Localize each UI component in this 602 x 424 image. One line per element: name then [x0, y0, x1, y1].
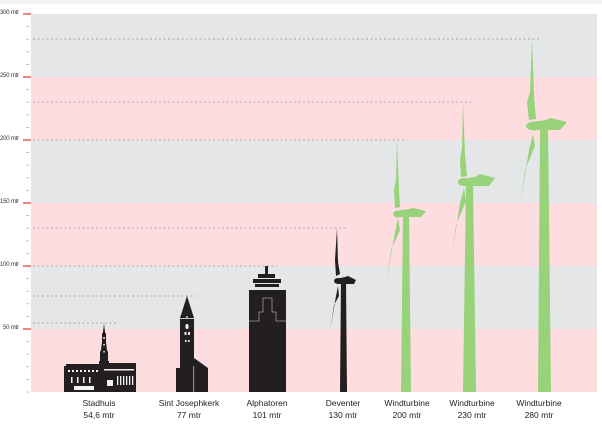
deventer-turbine-shape — [330, 228, 356, 392]
stadhuis-windows — [68, 337, 134, 390]
label-windturbine-280: Windturbine 280 mtr — [494, 397, 584, 421]
label-deventer: Deventer 130 mtr — [298, 397, 388, 421]
item-height: 230 mtr — [457, 410, 487, 420]
reference-lines — [33, 38, 540, 324]
label-alphatoren: Alphatoren 101 mtr — [222, 397, 312, 421]
item-name: Deventer — [325, 398, 361, 408]
item-height: 54,6 mtr — [83, 410, 115, 420]
item-height: 200 mtr — [392, 410, 422, 420]
background-bands — [31, 14, 597, 392]
alphatoren-shape — [249, 266, 286, 392]
label-stadhuis: Stadhuis 54,6 mtr — [54, 397, 144, 421]
y-axis-ticks — [23, 13, 31, 393]
label-windturbine-200: Windturbine 200 mtr — [362, 397, 452, 421]
windturbine-230-shape — [452, 102, 495, 392]
top-border — [0, 0, 602, 4]
y-label-100: 100 mtr — [0, 262, 19, 268]
y-label-250: 250 mtr — [0, 73, 19, 79]
sint-josephkerk-shape — [176, 296, 208, 392]
windturbine-280-shape — [520, 39, 567, 392]
item-height: 101 mtr — [252, 410, 282, 420]
item-height: 130 mtr — [328, 410, 358, 420]
sint-josephkerk-windows — [179, 316, 195, 392]
alphatoren-detail — [249, 297, 286, 322]
item-name: Sint Josephkerk — [158, 398, 220, 408]
item-name: Windturbine — [449, 398, 495, 408]
y-label-300: 300 mtr — [0, 10, 19, 16]
windturbine-200-shape — [386, 140, 426, 392]
y-label-50: 50 mtr — [3, 325, 19, 331]
y-label-200: 200 mtr — [0, 136, 19, 142]
item-height: 280 mtr — [524, 410, 554, 420]
label-windturbine-230: Windturbine 230 mtr — [427, 397, 517, 421]
item-height: 77 mtr — [176, 410, 202, 420]
y-label-150: 150 mtr — [0, 199, 19, 205]
item-name: Windturbine — [384, 398, 430, 408]
item-name: Alphatoren — [246, 398, 288, 408]
item-name: Stadhuis — [82, 398, 116, 408]
label-sint-josephkerk: Sint Josephkerk 77 mtr — [144, 397, 234, 421]
item-name: Windturbine — [516, 398, 562, 408]
